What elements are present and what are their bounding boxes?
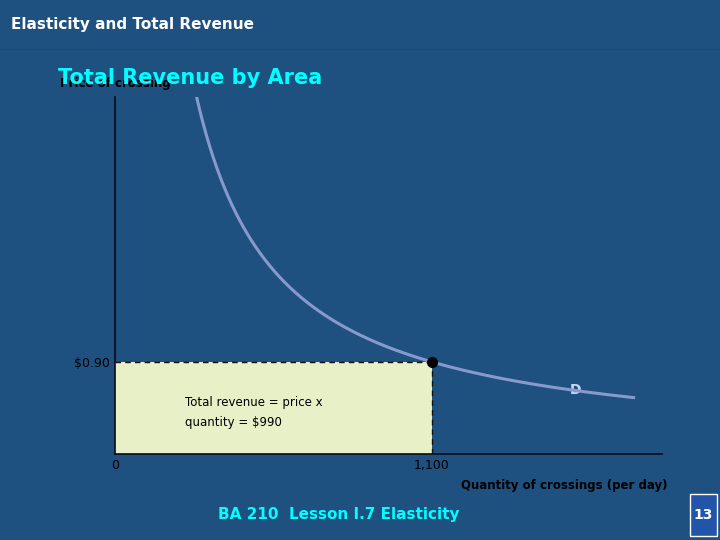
Text: 13: 13 bbox=[694, 508, 713, 522]
Text: Total Revenue by Area: Total Revenue by Area bbox=[58, 68, 322, 87]
FancyBboxPatch shape bbox=[690, 494, 717, 536]
Text: Elasticity and Total Revenue: Elasticity and Total Revenue bbox=[11, 17, 254, 32]
Text: Quantity of crossings (per day): Quantity of crossings (per day) bbox=[462, 478, 668, 491]
Bar bbox=[115, 362, 432, 454]
Text: Price of crossing: Price of crossing bbox=[60, 77, 171, 90]
Text: D: D bbox=[570, 383, 582, 397]
Text: BA 210  Lesson I.7 Elasticity: BA 210 Lesson I.7 Elasticity bbox=[217, 508, 459, 522]
Text: Total revenue = price x
quantity = $990: Total revenue = price x quantity = $990 bbox=[185, 396, 323, 429]
